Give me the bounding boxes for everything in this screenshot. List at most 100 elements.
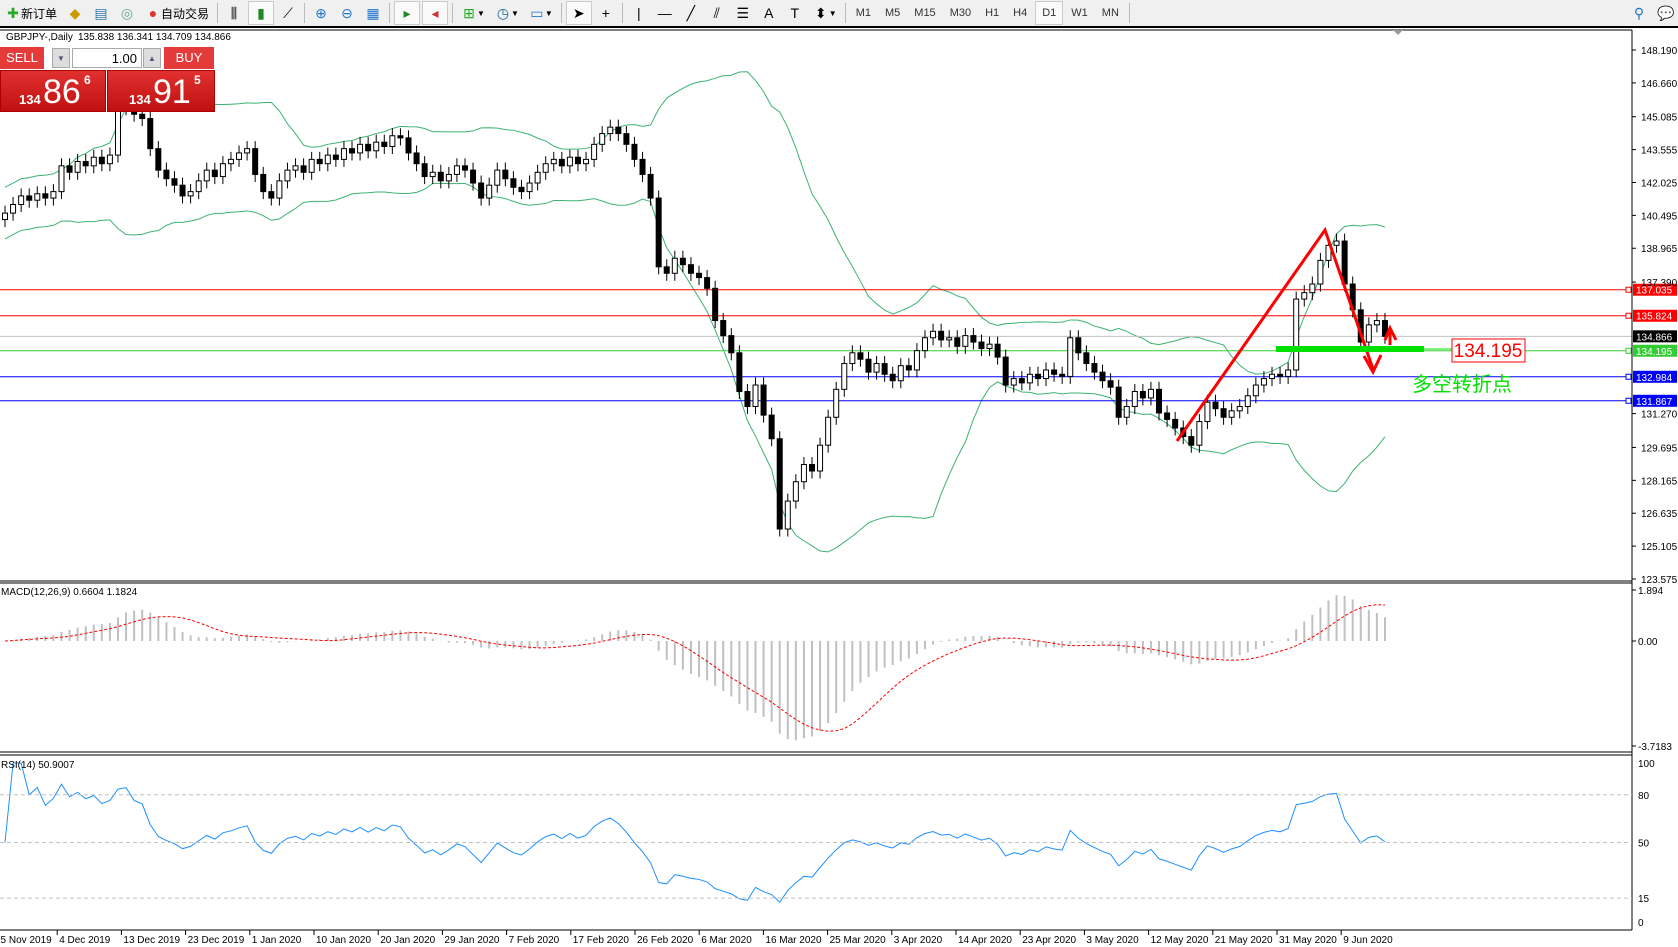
level-handle[interactable] (1625, 312, 1632, 319)
zoom-in-button[interactable]: ⊕ (309, 2, 333, 24)
crosshair-button[interactable]: + (594, 2, 618, 24)
indicators-button[interactable]: ⊞ ▼ (457, 2, 489, 24)
text-button[interactable]: A (757, 2, 781, 24)
lots-increase-button[interactable]: ▲ (143, 48, 161, 68)
bullish-candle (1293, 298, 1300, 371)
bearish-candle (655, 197, 662, 268)
bullish-candle (244, 148, 251, 154)
navigator-button[interactable]: ▤ (89, 2, 113, 24)
timeframe-mn[interactable]: MN (1101, 7, 1119, 19)
vertical-line-button[interactable]: | (627, 2, 651, 24)
tile-windows-button[interactable]: ▦ (361, 2, 385, 24)
chart-shift-button[interactable]: ◂ (422, 1, 449, 25)
bullish-candle (1325, 244, 1332, 261)
date-label: 13 Dec 2019 (123, 935, 180, 946)
bullish-candle (74, 161, 81, 173)
trend-arrow-line[interactable] (1175, 226, 1375, 442)
chart-shift-icon: ◂ (431, 5, 439, 21)
chat-button[interactable]: 💬 (1653, 2, 1677, 24)
candles (2, 91, 1388, 537)
ask-price-button[interactable]: 134 91 5 (107, 70, 215, 112)
bearish-candle (1091, 363, 1098, 373)
bullish-candle (18, 195, 25, 206)
level-handle[interactable] (1625, 286, 1632, 293)
bearish-candle (1220, 408, 1227, 418)
bearish-candle (98, 156, 105, 165)
fibonacci-button[interactable]: ☰ (731, 2, 755, 24)
bar-chart-button[interactable]: ⫼ (222, 2, 246, 24)
history-center-button[interactable]: ◆ (63, 2, 87, 24)
bullish-candle (607, 126, 614, 135)
price-label-box[interactable] (1451, 338, 1526, 363)
level-price-tag (1633, 309, 1677, 322)
date-label: 14 Apr 2020 (958, 935, 1012, 946)
chart-shift-marker[interactable] (1393, 30, 1403, 35)
level-handle[interactable] (1625, 347, 1632, 354)
sell-button[interactable]: SELL (0, 47, 44, 69)
bullish-candle (1131, 390, 1138, 408)
bollinger-lower-band (4, 182, 1386, 553)
timeframe-w1[interactable]: W1 (1071, 7, 1088, 19)
text-label-icon: T (790, 5, 800, 21)
timeframe-m15[interactable]: M15 (914, 7, 936, 19)
timeframe-m1[interactable]: M1 (855, 7, 871, 19)
candlestick-button[interactable]: ▮ (248, 1, 275, 25)
bullish-candle (219, 163, 226, 178)
zoom-out-button[interactable]: ⊖ (335, 2, 359, 24)
bullish-candle (445, 173, 452, 182)
indicators-icon: ⊞ (463, 5, 475, 21)
buy-button[interactable]: BUY (164, 47, 214, 69)
bid-big-digits: 86 (43, 73, 81, 111)
line-chart-button[interactable]: ⟋ (276, 2, 300, 24)
text-label-button[interactable]: T (783, 2, 807, 24)
lots-decrease-button[interactable]: ▼ (52, 48, 70, 68)
bullish-candle (357, 143, 364, 154)
date-label: 16 Mar 2020 (765, 935, 822, 946)
bid-price-button[interactable]: 134 86 6 (0, 70, 106, 112)
bearish-candle (639, 158, 646, 175)
bearish-candle (252, 148, 259, 175)
bullish-candle (1244, 395, 1251, 408)
new-order-button[interactable]: ✚ 新订单 (1, 2, 61, 24)
cursor-button[interactable]: ➤ (565, 1, 592, 25)
bearish-candle (938, 330, 945, 341)
auto-trade-button[interactable]: ● 自动交易 (141, 2, 213, 24)
ask-prefix: 134 (129, 92, 151, 107)
lots-input[interactable]: 1.00 (72, 48, 142, 68)
bearish-candle (954, 337, 961, 347)
bearish-candle (381, 141, 388, 147)
bearish-candle (155, 148, 162, 171)
level-handle[interactable] (1625, 397, 1632, 404)
trendline-button[interactable]: ╱ (679, 2, 703, 24)
arrows-button[interactable]: ⬍ ▼ (809, 2, 841, 24)
timeframe-d1[interactable]: D1 (1035, 1, 1064, 25)
bullish-candle (1067, 337, 1074, 377)
bearish-candle (768, 414, 775, 440)
bearish-candle (502, 169, 509, 180)
timeframe-m30[interactable]: M30 (949, 7, 972, 19)
level-handle[interactable] (1625, 373, 1632, 380)
new-order-label: 新订单 (21, 6, 58, 21)
bullish-candle (429, 171, 436, 178)
horizontal-line-button[interactable]: — (653, 2, 677, 24)
bearish-candle (881, 363, 888, 375)
signals-button[interactable]: ◎ (115, 2, 139, 24)
bullish-candle (873, 363, 880, 373)
periods-button[interactable]: ◷ ▼ (496, 5, 519, 21)
timeframe-h4[interactable]: H4 (1013, 7, 1028, 19)
search-button[interactable]: ⚲ (1627, 2, 1651, 24)
auto-scroll-button[interactable]: ▸ (394, 1, 421, 25)
bearish-candle (365, 143, 372, 152)
rsi-axis-label: 50 (1638, 839, 1650, 850)
bullish-candle (1373, 320, 1380, 326)
bearish-candle (461, 165, 468, 171)
bearish-candle (776, 438, 783, 530)
timeframe-h1[interactable]: H1 (985, 7, 1000, 19)
price-axis-label: 146.660 (1641, 79, 1678, 90)
price-axis-label: 140.495 (1641, 211, 1678, 222)
date-label: 21 May 2020 (1215, 935, 1273, 946)
equidistant-channel-button[interactable]: ⫽ (705, 2, 729, 24)
timeframe-m5[interactable]: M5 (885, 7, 901, 19)
templates-button[interactable]: ▭ ▼ (530, 5, 553, 21)
